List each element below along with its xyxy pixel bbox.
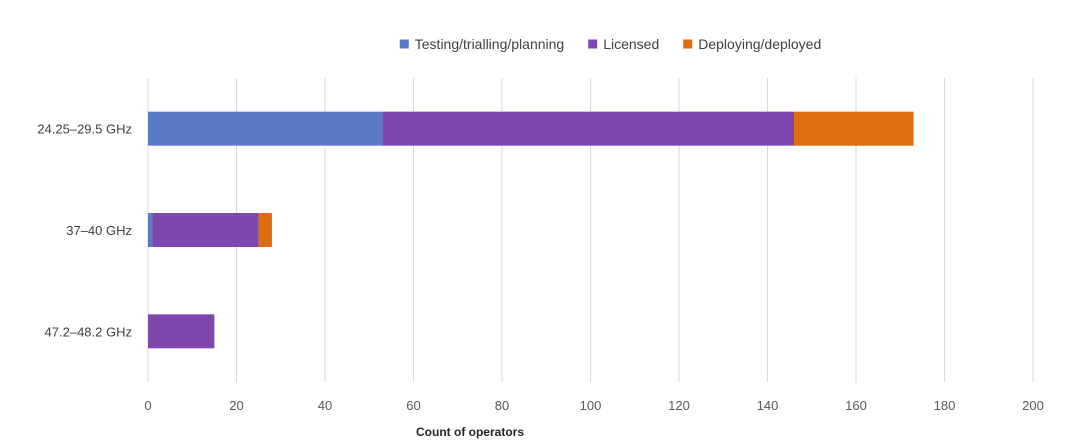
bar-deploying-deployed-37-40-ghz bbox=[258, 213, 272, 247]
legend-swatch-deploying-deployed bbox=[683, 39, 693, 49]
legend-label: Deploying/deployed bbox=[698, 36, 821, 52]
bar-licensed-47-2-48-2-ghz bbox=[148, 314, 215, 349]
x-tick-label: 20 bbox=[229, 398, 243, 413]
x-tick-label: 180 bbox=[934, 398, 956, 413]
value-axis: 0 20 40 60 80 100 120 140 160 180 200 bbox=[144, 398, 1043, 413]
bar-licensed-24-25-29-5-ghz bbox=[382, 111, 795, 146]
legend-swatch-licensed bbox=[588, 39, 598, 49]
category-label: 37–40 GHz bbox=[66, 223, 132, 238]
x-tick-label: 0 bbox=[144, 398, 151, 413]
category-label: 47.2–48.2 GHz bbox=[45, 324, 132, 339]
legend-swatch-testing-trialling-planning bbox=[399, 39, 409, 49]
x-tick-label: 120 bbox=[668, 398, 690, 413]
x-tick-label: 140 bbox=[757, 398, 779, 413]
chart-bars bbox=[148, 111, 914, 349]
x-tick-label: 160 bbox=[845, 398, 867, 413]
x-tick-label: 200 bbox=[1022, 398, 1044, 413]
bar-deploying-deployed-24-25-29-5-ghz bbox=[794, 111, 914, 146]
x-axis-title: Count of operators bbox=[416, 425, 524, 439]
bar-testing-trialling-planning-37-40-ghz bbox=[148, 213, 153, 247]
x-tick-label: 40 bbox=[318, 398, 332, 413]
category-axis: 24.25–29.5 GHz 37–40 GHz 47.2–48.2 GHz bbox=[37, 122, 132, 340]
bar-testing-trialling-planning-24-25-29-5-ghz bbox=[148, 111, 383, 146]
bar-licensed-37-40-ghz bbox=[152, 213, 259, 247]
x-tick-label: 80 bbox=[495, 398, 509, 413]
legend-label: Licensed bbox=[603, 36, 659, 52]
x-tick-label: 60 bbox=[406, 398, 420, 413]
x-tick-label: 100 bbox=[580, 398, 602, 413]
legend-label: Testing/trialling/planning bbox=[415, 36, 564, 52]
chart-legend: Testing/trialling/planning Licensed Deploy… bbox=[399, 36, 821, 52]
category-label: 24.25–29.5 GHz bbox=[37, 122, 132, 137]
